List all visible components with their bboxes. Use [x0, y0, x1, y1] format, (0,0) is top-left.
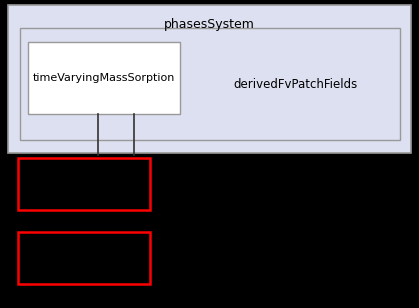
- Text: phasesSystem: phasesSystem: [163, 18, 254, 31]
- Bar: [18, 232, 150, 284]
- Bar: [20, 28, 400, 140]
- Bar: [18, 158, 150, 210]
- Bar: [8, 5, 411, 153]
- Text: derivedFvPatchFields: derivedFvPatchFields: [233, 78, 357, 91]
- Bar: [28, 42, 180, 114]
- Text: timeVaryingMassSorption: timeVaryingMassSorption: [33, 73, 175, 83]
